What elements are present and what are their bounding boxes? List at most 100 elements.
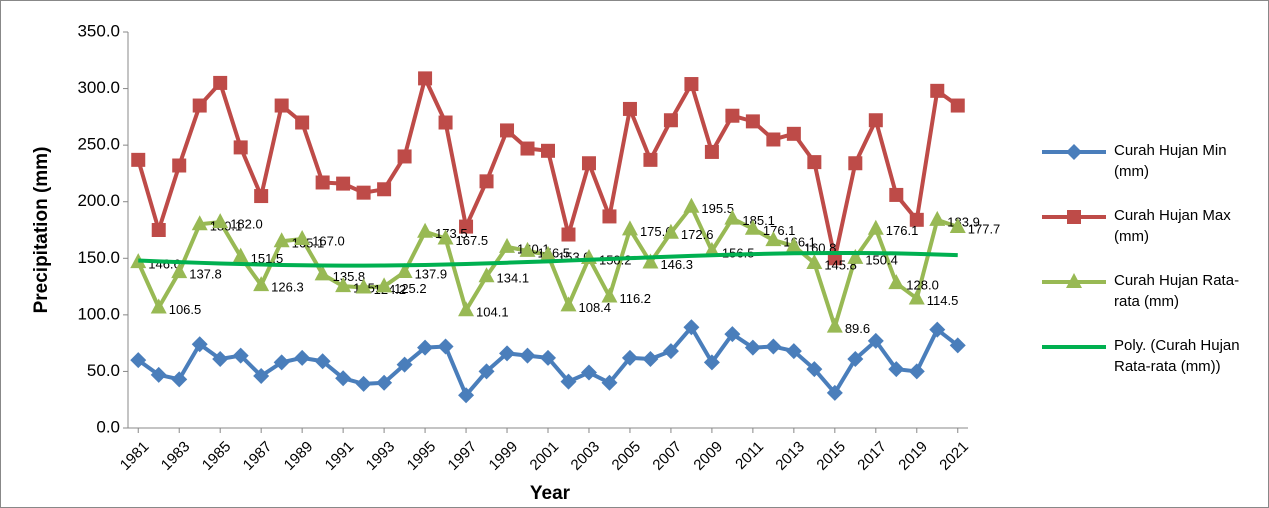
point-marker: [150, 366, 167, 383]
point-marker: [765, 231, 782, 247]
point-marker: [130, 352, 147, 369]
point-marker: [601, 287, 618, 303]
point-marker: [683, 197, 700, 213]
point-marker: [581, 156, 596, 171]
point-marker: [909, 212, 924, 227]
data-label: 137.8: [189, 267, 222, 282]
legend-label: Curah Hujan Rata-rata (mm): [1114, 272, 1240, 310]
point-marker: [642, 253, 659, 269]
legend-item: Curah Hujan Rata-rata (mm): [1040, 270, 1265, 335]
point-marker: [744, 339, 761, 356]
legend: Curah Hujan Min (mm) Curah Hujan Max (mm)…: [1040, 140, 1265, 400]
trend-line: [138, 250, 958, 268]
data-label: 89.6: [845, 321, 870, 336]
point-marker: [233, 140, 248, 155]
point-marker: [478, 363, 495, 380]
point-marker: [500, 123, 515, 138]
data-label: 135.8: [333, 269, 366, 284]
point-marker: [315, 175, 330, 190]
data-label: 146.3: [660, 257, 693, 272]
point-marker: [396, 262, 413, 278]
point-marker: [847, 248, 864, 264]
point-marker: [417, 222, 434, 238]
point-marker: [949, 337, 966, 354]
point-marker: [765, 338, 782, 355]
point-marker: [867, 219, 884, 235]
point-marker: [806, 361, 823, 378]
point-marker: [602, 209, 617, 224]
point-marker: [192, 98, 207, 113]
point-marker: [355, 278, 372, 294]
point-marker: [131, 152, 146, 167]
point-marker: [397, 149, 412, 164]
point-marker: [519, 241, 536, 257]
point-marker: [274, 98, 289, 113]
data-label: 172.6: [681, 227, 714, 242]
legend-item: Curah Hujan Max (mm): [1040, 205, 1265, 270]
point-marker: [785, 237, 802, 253]
point-marker: [766, 132, 781, 147]
point-marker: [519, 347, 536, 364]
point-marker: [253, 367, 270, 384]
point-marker: [212, 213, 229, 229]
point-marker: [232, 247, 249, 263]
y-tick-label: 50.0: [87, 361, 120, 380]
point-marker: [621, 349, 638, 366]
data-label: 151.5: [251, 251, 284, 266]
point-marker: [724, 209, 741, 225]
point-marker: [438, 115, 453, 130]
point-marker: [949, 217, 966, 233]
point-marker: [273, 232, 290, 248]
legend-marker: [1067, 210, 1081, 224]
point-marker: [191, 336, 208, 353]
point-marker: [151, 223, 166, 237]
data-label: 116.2: [619, 291, 651, 306]
point-marker: [171, 371, 188, 388]
point-marker: [376, 374, 393, 391]
point-marker: [724, 326, 741, 343]
point-marker: [212, 350, 229, 367]
point-marker: [314, 353, 331, 370]
data-label: 125.2: [394, 281, 427, 296]
point-marker: [930, 83, 945, 98]
point-marker: [867, 332, 884, 349]
point-marker: [376, 277, 393, 293]
legend-label: Curah Hujan Max (mm): [1114, 207, 1231, 245]
point-marker: [785, 343, 802, 360]
point-marker: [314, 265, 331, 281]
point-marker: [889, 187, 904, 202]
data-label: 134.1: [497, 271, 530, 286]
point-marker: [396, 356, 413, 373]
point-marker: [191, 215, 208, 231]
point-marker: [580, 364, 597, 381]
data-label: 176.1: [886, 223, 919, 238]
point-marker: [662, 223, 679, 239]
point-marker: [232, 347, 249, 364]
point-marker: [806, 254, 823, 270]
y-tick-label: 250.0: [77, 135, 120, 154]
point-marker: [355, 375, 372, 392]
y-axis-title: Precipitation (mm): [31, 147, 52, 314]
point-marker: [273, 354, 290, 371]
y-tick-label: 150.0: [77, 248, 120, 267]
point-marker: [560, 296, 577, 312]
legend-swatch: [1042, 273, 1106, 288]
point-marker: [848, 156, 863, 171]
point-marker: [150, 298, 167, 314]
point-marker: [171, 263, 188, 279]
point-marker: [684, 77, 699, 92]
point-marker: [826, 317, 843, 333]
data-label: 195.5: [701, 201, 734, 216]
legend-marker: [1066, 144, 1082, 160]
point-marker: [295, 115, 310, 130]
point-marker: [459, 219, 474, 234]
point-marker: [458, 387, 475, 404]
data-label: 108.4: [578, 300, 611, 315]
point-marker: [254, 189, 269, 204]
data-label: 106.5: [169, 302, 202, 317]
point-marker: [786, 126, 801, 141]
data-label: 167.0: [312, 233, 345, 248]
